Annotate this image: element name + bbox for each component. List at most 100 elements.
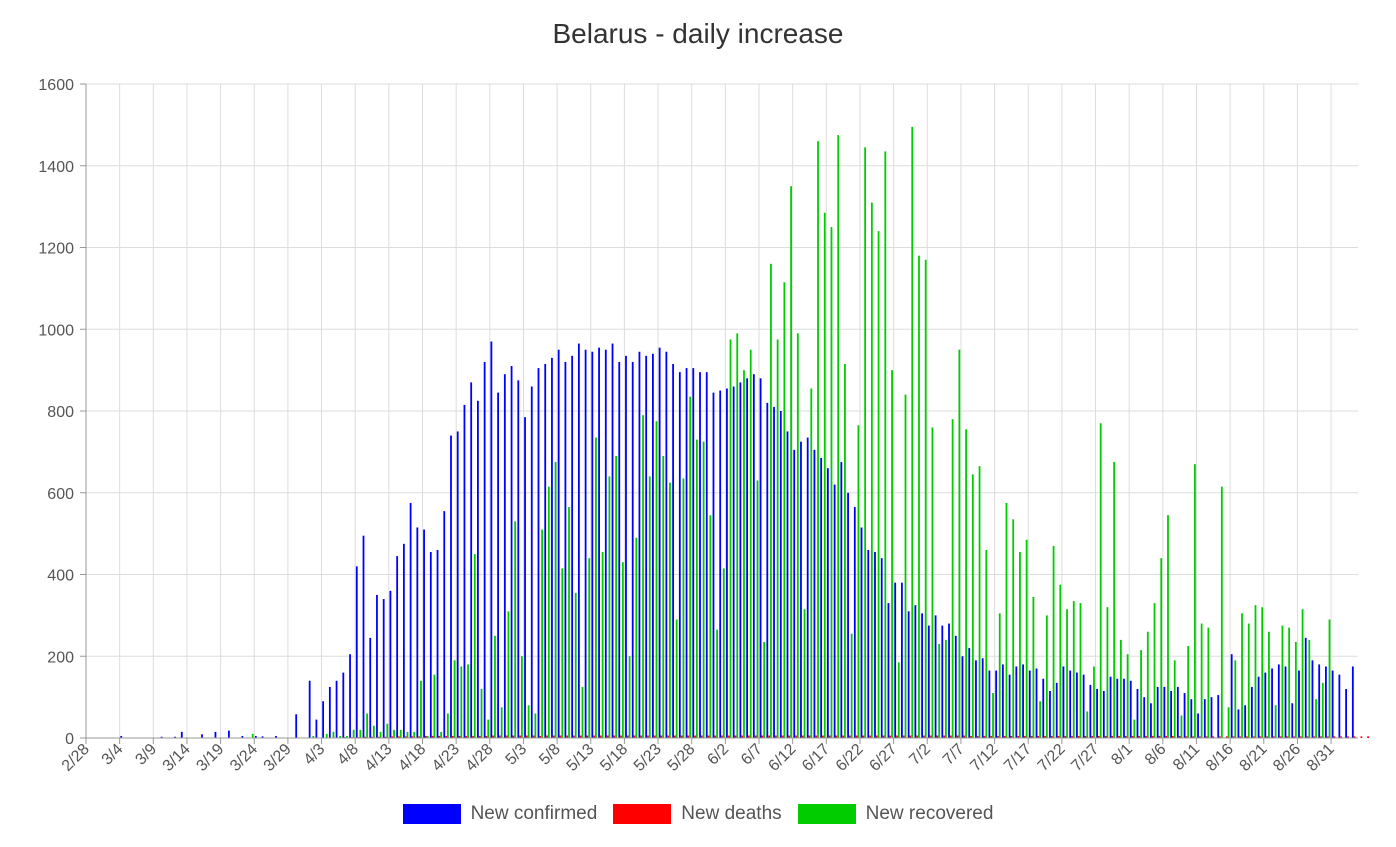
bar-new-recovered bbox=[1281, 625, 1284, 738]
bar-new-confirmed bbox=[160, 736, 163, 738]
bar-new-confirmed bbox=[1116, 678, 1119, 738]
bar-new-confirmed bbox=[1123, 678, 1125, 738]
bar-new-recovered bbox=[877, 231, 880, 738]
bar-new-confirmed bbox=[813, 449, 816, 738]
bar-new-recovered bbox=[1200, 623, 1203, 738]
bar-new-recovered bbox=[642, 415, 644, 738]
bar-new-deaths bbox=[1097, 735, 1100, 738]
bar-new-recovered bbox=[251, 733, 254, 738]
bar-new-recovered bbox=[406, 731, 409, 738]
y-tick-label: 400 bbox=[47, 568, 74, 585]
bar-new-confirmed bbox=[591, 351, 594, 738]
bar-new-recovered bbox=[1059, 584, 1062, 738]
bar-new-confirmed bbox=[382, 599, 385, 738]
x-tick-label: 8/6 bbox=[1142, 741, 1170, 769]
bar-new-recovered bbox=[1227, 707, 1230, 738]
bar-new-confirmed bbox=[551, 357, 553, 738]
x-tick-label: 4/23 bbox=[429, 741, 463, 775]
bar-new-confirmed bbox=[1102, 690, 1105, 738]
bar-new-confirmed bbox=[470, 382, 473, 738]
bar-new-confirmed bbox=[1345, 688, 1347, 738]
bar-new-confirmed bbox=[988, 670, 991, 738]
bar-new-confirmed bbox=[867, 549, 870, 738]
bar-new-confirmed bbox=[692, 368, 695, 738]
bar-new-deaths bbox=[721, 735, 723, 738]
bar-new-deaths bbox=[970, 735, 972, 738]
bar-new-recovered bbox=[965, 429, 967, 738]
bar-new-deaths bbox=[916, 735, 919, 738]
x-tick-label: 3/4 bbox=[99, 741, 127, 769]
bar-new-recovered bbox=[689, 396, 692, 738]
bar-new-confirmed bbox=[934, 615, 937, 739]
bar-new-deaths bbox=[1246, 736, 1248, 738]
x-tick-label: 5/18 bbox=[597, 741, 631, 775]
bar-new-recovered bbox=[709, 515, 712, 738]
bar-new-recovered bbox=[460, 666, 463, 738]
bar-new-confirmed bbox=[503, 374, 506, 738]
bar-new-confirmed bbox=[450, 435, 452, 738]
bar-new-recovered bbox=[453, 660, 456, 738]
bar-new-deaths bbox=[371, 736, 373, 738]
x-tick-label: 5/8 bbox=[536, 741, 564, 769]
x-tick-label: 7/17 bbox=[1001, 741, 1035, 775]
x-tick-label: 5/13 bbox=[564, 741, 598, 775]
legend-item[interactable]: New recovered bbox=[797, 803, 993, 825]
bar-new-recovered bbox=[325, 733, 328, 738]
bar-new-recovered bbox=[433, 674, 436, 738]
legend-swatch bbox=[402, 804, 461, 824]
bar-new-confirmed bbox=[201, 734, 203, 738]
bar-new-confirmed bbox=[604, 349, 607, 738]
bar-new-recovered bbox=[857, 425, 860, 738]
bar-new-confirmed bbox=[315, 719, 318, 738]
bar-new-confirmed bbox=[349, 654, 351, 738]
bar-new-deaths bbox=[559, 735, 562, 738]
bar-new-recovered bbox=[911, 126, 914, 739]
bar-new-confirmed bbox=[423, 529, 425, 738]
bar-new-deaths bbox=[943, 735, 945, 738]
bar-new-confirmed bbox=[665, 351, 668, 738]
bar-new-deaths bbox=[626, 735, 629, 738]
bar-new-confirmed bbox=[537, 368, 540, 738]
bar-new-recovered bbox=[1133, 719, 1136, 738]
bar-new-deaths bbox=[949, 735, 952, 738]
bar-new-deaths bbox=[869, 735, 871, 738]
legend-item[interactable]: New confirmed bbox=[402, 803, 597, 825]
bar-new-confirmed bbox=[786, 431, 789, 738]
bar-new-deaths bbox=[1353, 736, 1356, 738]
bar-new-deaths bbox=[1151, 735, 1154, 738]
bar-new-recovered bbox=[837, 135, 840, 739]
bar-new-recovered bbox=[1220, 486, 1223, 738]
bar-new-deaths bbox=[451, 735, 454, 738]
x-tick-label: 4/28 bbox=[463, 741, 497, 775]
bar-new-confirmed bbox=[1250, 686, 1253, 738]
bar-new-confirmed bbox=[1183, 693, 1186, 738]
bar-new-confirmed bbox=[618, 361, 621, 738]
bar-new-confirmed bbox=[1096, 688, 1098, 738]
bar-new-deaths bbox=[1239, 736, 1242, 738]
bar-new-deaths bbox=[983, 735, 986, 738]
bar-new-recovered bbox=[1173, 660, 1176, 738]
bar-new-confirmed bbox=[652, 353, 654, 738]
bar-new-deaths bbox=[653, 735, 656, 738]
bar-new-confirmed bbox=[1136, 688, 1139, 738]
bar-new-deaths bbox=[1219, 736, 1221, 738]
bar-new-confirmed bbox=[1203, 699, 1206, 738]
bar-new-recovered bbox=[527, 705, 530, 738]
bar-new-deaths bbox=[599, 735, 602, 738]
legend-item[interactable]: New deaths bbox=[613, 803, 782, 825]
x-tick-label: 6/7 bbox=[738, 741, 766, 769]
bar-new-recovered bbox=[581, 686, 584, 738]
bar-new-confirmed bbox=[120, 735, 123, 738]
bar-new-confirmed bbox=[389, 590, 392, 738]
bar-new-recovered bbox=[1308, 639, 1311, 738]
bar-new-confirmed bbox=[759, 378, 762, 738]
x-tick-label: 7/22 bbox=[1035, 741, 1069, 775]
bar-new-confirmed bbox=[1042, 678, 1045, 738]
bar-new-confirmed bbox=[362, 535, 365, 738]
bar-new-deaths bbox=[734, 735, 737, 738]
bar-new-confirmed bbox=[894, 582, 897, 738]
bar-new-recovered bbox=[480, 688, 483, 738]
bar-new-deaths bbox=[976, 735, 979, 738]
bar-new-recovered bbox=[1032, 596, 1035, 738]
